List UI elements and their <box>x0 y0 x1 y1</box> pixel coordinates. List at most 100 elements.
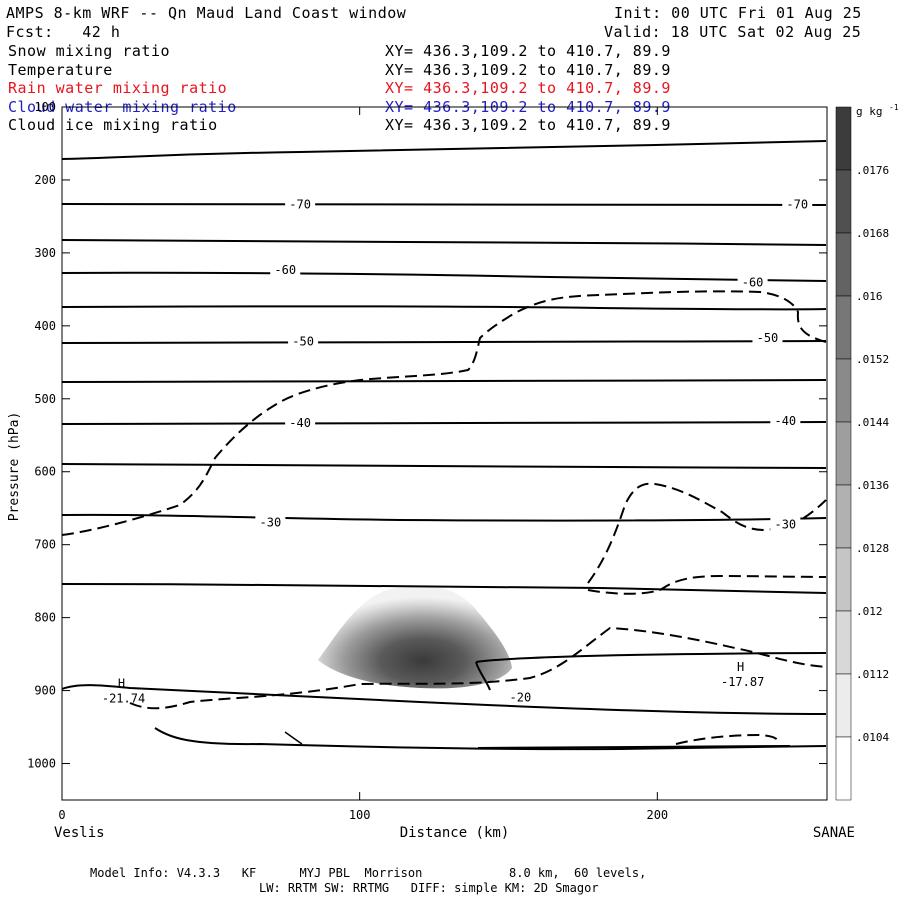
isotherm-label: -50 <box>292 334 314 348</box>
y-tick-label: 700 <box>34 538 56 552</box>
isotherm-line <box>61 421 827 425</box>
x-start-location: Veslis <box>54 825 105 841</box>
colorbar-unit: g kg <box>856 105 883 118</box>
y-axis-label: Pressure (hPa) <box>7 412 22 522</box>
cloud-water-line <box>284 731 303 745</box>
colorbar-tick-label: .0104 <box>856 731 889 744</box>
colorbar: .0176 .0168 .016 .0152 .0144 .0136 .0128 .012 .0… <box>835 103 899 801</box>
y-tick-label: 400 <box>34 319 56 333</box>
field-xy: XY= 436.3,109.2 to 410.7, 89.9 <box>385 79 671 97</box>
field-xy: XY= 436.3,109.2 to 410.7, 89.9 <box>385 60 671 79</box>
isotherm-label: -30 <box>774 518 796 532</box>
field-name: Temperature <box>8 60 113 79</box>
cloud-water-contours <box>284 731 303 745</box>
x-tick-label: 100 <box>349 808 371 822</box>
isotherm-line <box>477 745 791 749</box>
cloud-ice-line <box>675 733 779 745</box>
isotherm-line <box>61 379 827 383</box>
contour-label-bg <box>770 515 801 532</box>
contour-labels: -70 -70-60-60-50 -50-40 -40-30 -30-20H-21.74… <box>102 195 813 706</box>
isotherm-line <box>61 305 827 311</box>
y-tick-label: 500 <box>34 392 56 406</box>
contour-label-bg <box>255 513 286 530</box>
temperature-contours <box>61 140 827 751</box>
x-end-location: SANAE <box>813 825 855 841</box>
isotherm-line <box>61 513 827 522</box>
isotherm-label: -40 <box>289 416 311 430</box>
isotherm-label: -20 <box>510 690 532 704</box>
contour-label-bg <box>285 414 316 431</box>
field-name: Snow mixing ratio <box>8 42 171 60</box>
plot-axes: 100 200 300 400 500 600 700 800 900 1000 0 100 200 Di… <box>7 100 855 841</box>
colorbar-segment <box>835 673 852 738</box>
colorbar-segment <box>835 736 852 801</box>
contour-label-bg <box>752 328 783 345</box>
model-info-line2: LW: RRTM SW: RRTMG DIFF: simple KM: 2D S… <box>259 881 599 895</box>
colorbar-unit-exponent: -1 <box>889 103 899 112</box>
y-tick-label: 800 <box>34 611 56 625</box>
y-tick-label: 200 <box>34 173 56 187</box>
colorbar-tick-label: .012 <box>856 605 883 618</box>
x-axis-label: Distance (km) <box>400 825 510 841</box>
cloud-ice-line <box>587 574 827 595</box>
isotherm-line <box>61 583 827 594</box>
field-xy: XY= 436.3,109.2 to 410.7, 89.9 <box>385 42 671 60</box>
model-info-line1: Model Info: V4.3.3 KF MYJ PBL Morrison 8… <box>90 866 647 880</box>
y-tick-label: 600 <box>34 465 56 479</box>
contour-label-bg <box>770 411 801 428</box>
isotherm-line <box>61 203 827 206</box>
colorbar-tick-label: .0152 <box>856 353 889 366</box>
colorbar-tick-label: .016 <box>856 290 883 303</box>
y-tick-label: 300 <box>34 246 56 260</box>
colorbar-segment <box>835 232 852 297</box>
y-tick-label: 100 <box>34 100 56 114</box>
isotherm-line <box>61 340 827 344</box>
isotherm-line <box>475 652 827 663</box>
cloud-ice-line <box>129 626 827 710</box>
cloud-ice-line <box>61 290 827 536</box>
high-symbol: H <box>737 660 744 674</box>
contour-label-bg <box>505 688 536 705</box>
field-xy: XY= 436.3,109.2 to 410.7, 89.9 <box>385 116 671 134</box>
colorbar-tick-label: .0168 <box>856 227 889 240</box>
contour-label-bg <box>285 195 316 212</box>
colorbar-segment <box>835 169 852 234</box>
high-value: -17.87 <box>721 675 764 689</box>
isotherm-label: -60 <box>274 263 296 277</box>
isotherm-label: -50 <box>757 331 779 345</box>
isotherm-line <box>475 661 491 691</box>
colorbar-tick-label: .0144 <box>856 416 889 429</box>
colorbar-segment <box>835 547 852 612</box>
field-name: Rain water mixing ratio <box>8 79 228 97</box>
y-tick-label: 900 <box>34 684 56 698</box>
colorbar-segment <box>835 358 852 423</box>
isotherm-line <box>61 684 827 715</box>
high-symbol: H <box>118 677 125 691</box>
snow-mixing-shading <box>318 585 512 689</box>
contour-label-bg <box>288 332 319 349</box>
isotherm-line <box>154 727 827 751</box>
colorbar-tick-label: .0128 <box>856 542 889 555</box>
isotherm-label: -70 <box>786 197 808 211</box>
cloud-ice-line <box>587 482 827 584</box>
plot-frame <box>61 106 828 801</box>
colorbar-tick-label: .0176 <box>856 164 889 177</box>
forecast-hour: Fcst: 42 h <box>6 23 121 41</box>
contour-label-bg <box>782 195 813 212</box>
colorbar-segment <box>835 295 852 360</box>
colorbar-segment <box>835 484 852 549</box>
y-tick-label: 1000 <box>27 757 56 771</box>
isotherm-line <box>61 463 827 469</box>
isotherm-line <box>61 140 827 160</box>
isotherm-line <box>61 271 827 282</box>
contour-label-bg <box>270 260 301 277</box>
isotherm-label: -30 <box>260 515 282 529</box>
x-tick-label: 0 <box>58 808 65 822</box>
colorbar-segment <box>835 106 852 171</box>
contour-label-bg <box>737 273 768 290</box>
valid-time: Valid: 18 UTC Sat 02 Aug 25 <box>604 23 862 41</box>
init-time: Init: 00 UTC Fri 01 Aug 25 <box>614 4 862 22</box>
x-tick-label: 200 <box>646 808 668 822</box>
colorbar-segment <box>835 610 852 675</box>
